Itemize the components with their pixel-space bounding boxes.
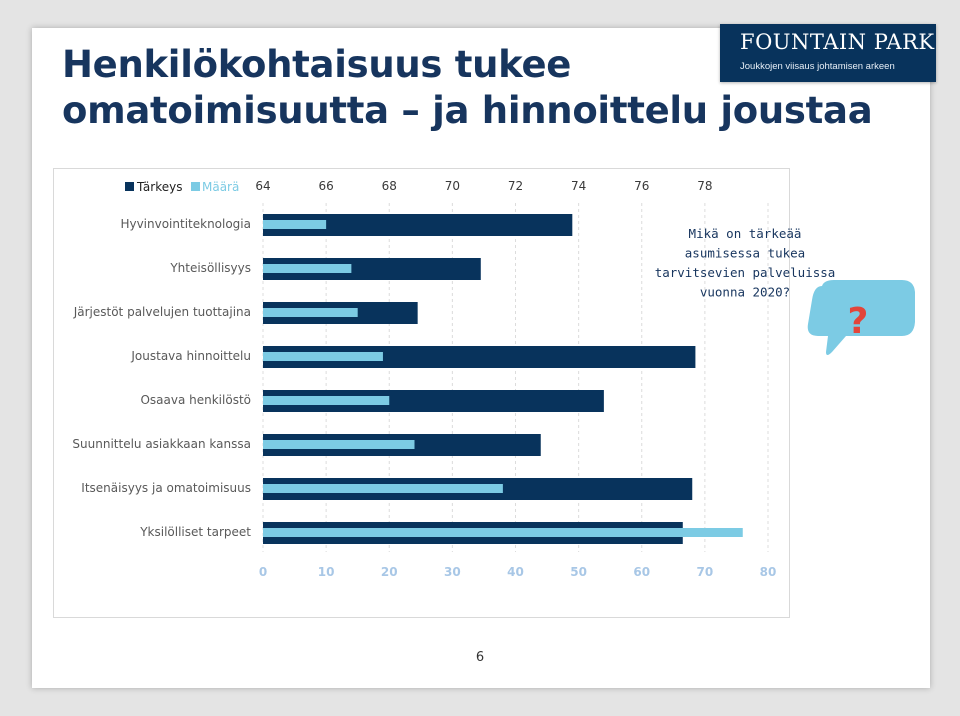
bottom-axis-tick-label: 50 — [570, 565, 587, 579]
category-label: Joustava hinnoittelu — [130, 349, 251, 363]
legend-label-maara: Määrä — [202, 180, 239, 194]
bar-maara — [263, 264, 352, 273]
top-axis-tick-label: 74 — [571, 179, 586, 193]
top-axis-ticks: 64 66 68 70 72 74 76 78 — [255, 179, 712, 193]
chart-legend: Tärkeys Määrä — [125, 180, 239, 194]
callout-line: tarvitsevien palveluissa — [655, 265, 836, 280]
callout-line: asumisessa tukea — [685, 246, 805, 261]
bar-maara — [263, 440, 415, 449]
page-number: 6 — [475, 650, 485, 665]
bar-tarkeys — [263, 258, 481, 280]
bottom-axis-ticks: 0 10 20 30 40 50 60 70 80 — [259, 565, 777, 579]
bar-maara — [263, 352, 383, 361]
legend-swatch-tarkeys — [125, 182, 134, 191]
top-axis-tick-label: 68 — [382, 179, 397, 193]
category-label: Hyvinvointiteknologia — [120, 217, 251, 231]
question-speech-bubble-icon: ? — [807, 280, 915, 355]
category-label: Järjestöt palvelujen tuottajina — [73, 305, 251, 319]
top-axis-tick-label: 70 — [445, 179, 460, 193]
callout: Mikä on tärkeää asumisessa tukea tarvitsev… — [655, 226, 915, 355]
slide-title-line-2: omatoimisuutta – ja hinnoittelu joustaa — [62, 89, 873, 132]
category-label: Osaava henkilöstö — [140, 393, 251, 407]
bottom-axis-tick-label: 40 — [507, 565, 524, 579]
bottom-axis-tick-label: 30 — [444, 565, 461, 579]
bottom-axis-tick-label: 80 — [760, 565, 777, 579]
chart-bars — [263, 214, 743, 544]
category-label: Suunnittelu asiakkaan kanssa — [72, 437, 251, 451]
logo-tagline: Joukkojen viisaus johtamisen arkeen — [740, 61, 895, 72]
slide-title-line-1: Henkilökohtaisuus tukee — [62, 43, 572, 86]
callout-line: Mikä on tärkeää — [689, 226, 802, 241]
legend-label-tarkeys: Tärkeys — [136, 180, 182, 194]
callout-text: Mikä on tärkeää asumisessa tukea tarvitsev… — [655, 226, 836, 300]
speech-bubble-shape — [807, 280, 915, 355]
legend-swatch-maara — [191, 182, 200, 191]
bottom-axis-tick-label: 0 — [259, 565, 267, 579]
bottom-axis-tick-label: 60 — [633, 565, 650, 579]
category-label: Itsenäisyys ja omatoimisuus — [81, 481, 251, 495]
bar-maara — [263, 220, 327, 229]
category-labels: Hyvinvointiteknologia Yhteisöllisyys Järje… — [72, 217, 251, 539]
bar-maara — [263, 396, 390, 405]
bar-maara — [263, 308, 358, 317]
bottom-axis-tick-label: 10 — [318, 565, 335, 579]
logo-brand-text: FOUNTAIN PARK — [740, 30, 935, 54]
callout-line: vuonna 2020? — [700, 285, 790, 300]
question-mark: ? — [848, 301, 869, 342]
bottom-axis-tick-label: 70 — [697, 565, 714, 579]
fountain-park-logo: FOUNTAIN PARK Joukkojen viisaus johtamis… — [720, 24, 936, 82]
bar-tarkeys — [263, 346, 696, 368]
bar-maara — [263, 528, 743, 537]
bar-tarkeys — [263, 214, 573, 236]
top-axis-tick-label: 66 — [318, 179, 333, 193]
top-axis-tick-label: 64 — [255, 179, 270, 193]
top-axis-tick-label: 76 — [634, 179, 649, 193]
top-axis-tick-label: 72 — [508, 179, 523, 193]
category-label: Yhteisöllisyys — [169, 261, 251, 275]
slide-title: Henkilökohtaisuus tukee omatoimisuutta –… — [62, 42, 873, 134]
bar-tarkeys — [263, 390, 604, 412]
category-label: Yksilölliset tarpeet — [139, 525, 251, 539]
top-axis-tick-label: 78 — [697, 179, 712, 193]
bottom-axis-tick-label: 20 — [381, 565, 398, 579]
bar-maara — [263, 484, 503, 493]
